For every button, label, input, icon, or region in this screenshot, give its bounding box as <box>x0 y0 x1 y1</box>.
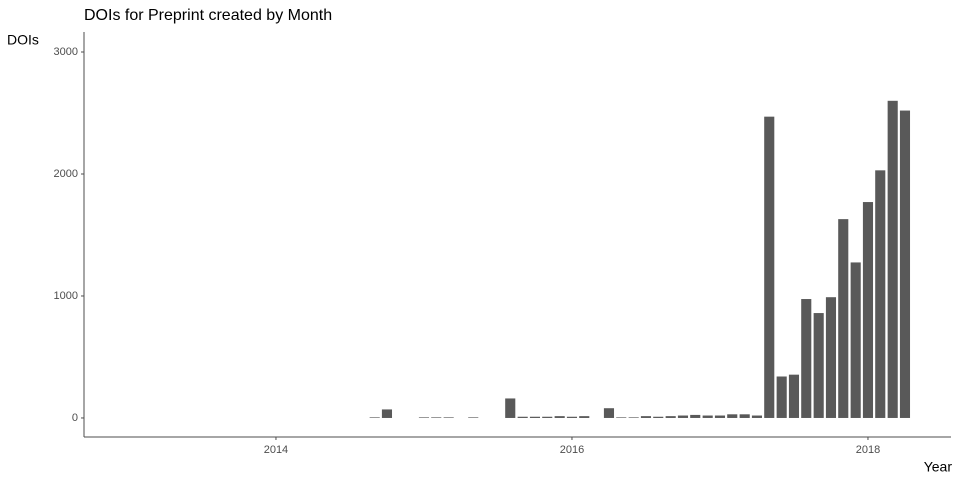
bar <box>640 416 652 418</box>
bar <box>677 415 689 418</box>
bar <box>838 219 849 418</box>
bar <box>369 417 380 418</box>
bar <box>776 376 787 418</box>
bar <box>431 417 442 418</box>
bar <box>801 299 812 418</box>
bar <box>665 416 676 418</box>
bar <box>443 417 454 418</box>
bar <box>875 170 886 418</box>
bar <box>714 415 726 418</box>
bar <box>566 416 578 418</box>
bar <box>702 415 713 418</box>
y-tick-label: 2000 <box>54 168 78 180</box>
x-tick-label: 2014 <box>264 444 288 456</box>
bar <box>579 416 590 418</box>
x-axis-title: Year <box>924 459 953 475</box>
bar <box>603 408 615 418</box>
bar <box>862 202 874 418</box>
bar <box>813 313 824 418</box>
bar <box>825 297 837 418</box>
bar <box>653 416 664 418</box>
y-axis-title: DOIs <box>7 32 39 48</box>
bar <box>505 398 516 418</box>
bar <box>381 409 393 418</box>
bar <box>628 417 639 418</box>
x-tick-label: 2018 <box>856 444 880 456</box>
bar <box>887 100 898 418</box>
y-tick-label: 0 <box>72 412 78 424</box>
bar <box>727 414 738 418</box>
bar <box>468 417 479 418</box>
bar <box>418 417 430 418</box>
bar <box>788 374 800 418</box>
chart-title: DOIs for Preprint created by Month <box>84 7 332 24</box>
bar <box>764 116 775 418</box>
bar <box>850 262 861 418</box>
y-tick-label: 1000 <box>54 290 78 302</box>
bar <box>690 414 701 418</box>
bar <box>899 110 911 418</box>
bar <box>616 417 627 418</box>
bar <box>529 416 541 418</box>
bar <box>739 414 750 418</box>
bar <box>542 416 553 418</box>
bar <box>554 416 565 418</box>
bar <box>517 416 528 418</box>
x-tick-label: 2016 <box>560 444 584 456</box>
y-tick-label: 3000 <box>54 46 78 58</box>
bar <box>751 415 763 418</box>
